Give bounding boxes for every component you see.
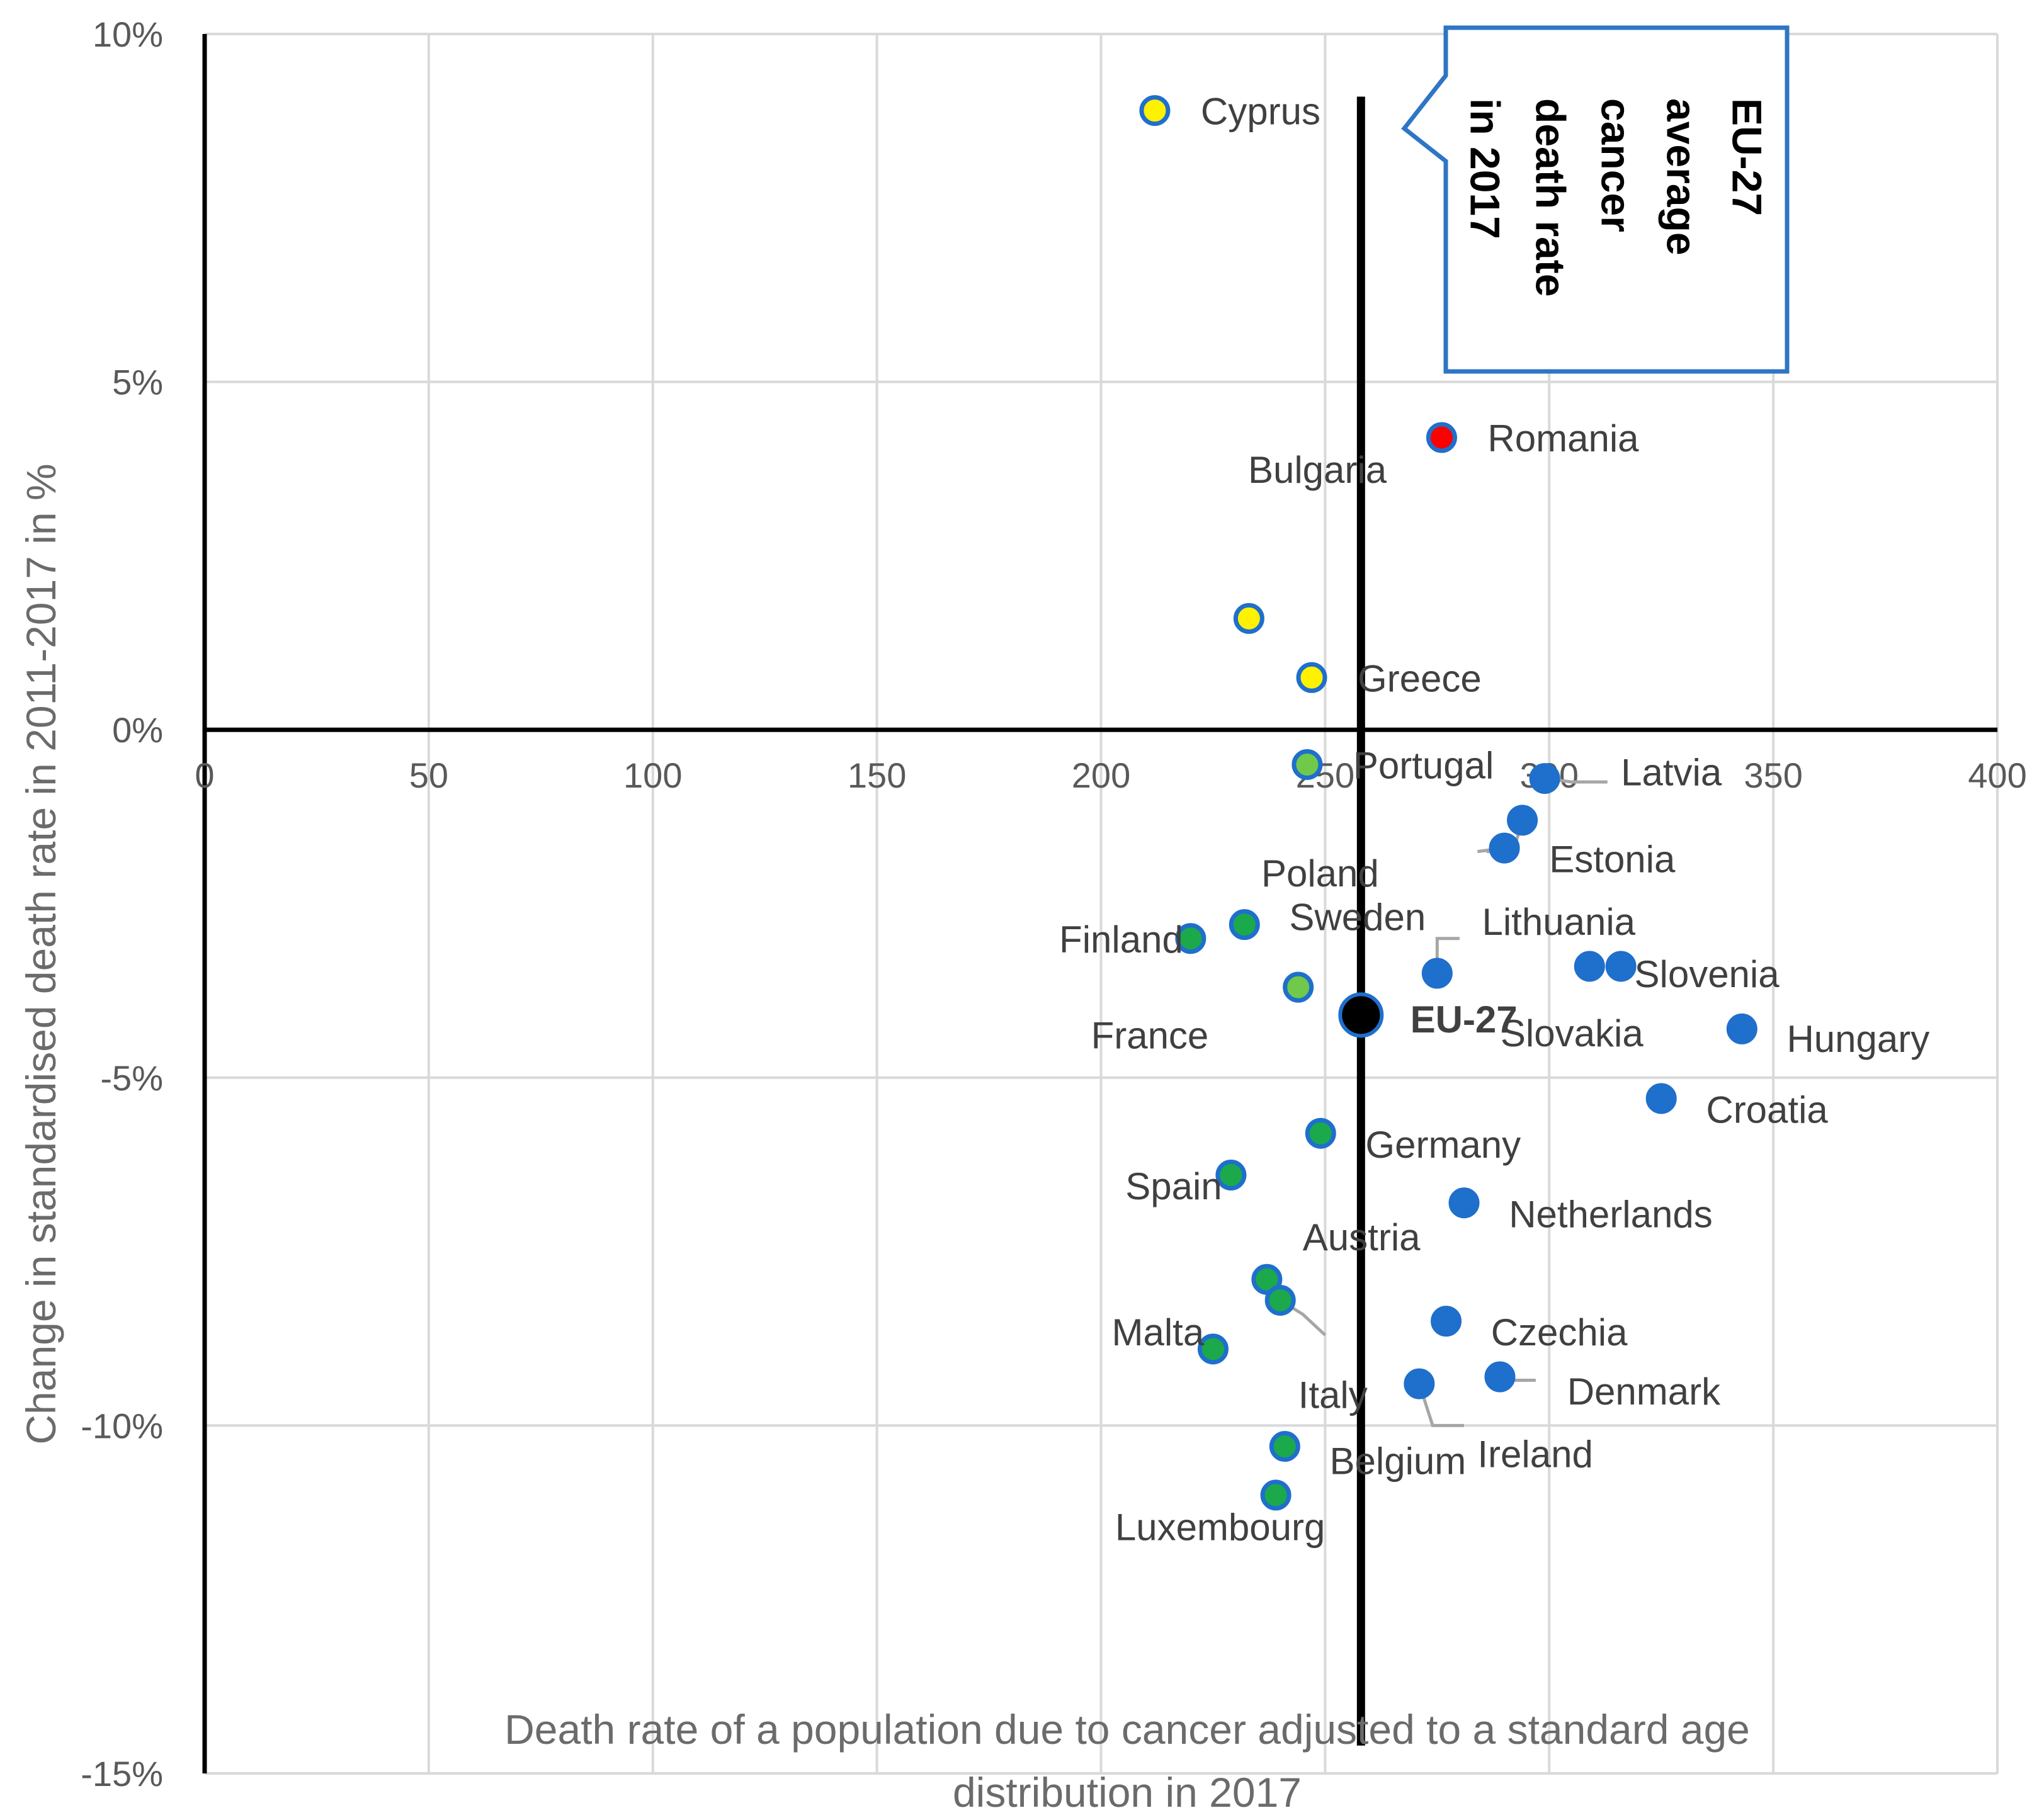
point-label: Denmark: [1567, 1371, 1721, 1413]
data-point-croatia: [1645, 1083, 1677, 1114]
point-label: Croatia: [1706, 1089, 1828, 1131]
data-point-luxembourg: [1260, 1479, 1292, 1511]
x-tick-label: 350: [1744, 755, 1802, 795]
point-label: Latvia: [1621, 752, 1722, 794]
data-point-slovakia: [1574, 951, 1605, 982]
y-axis-title: Change in standardised death rate in 201…: [18, 463, 64, 1444]
point-label: Bulgaria: [1248, 449, 1387, 491]
data-point-sweden: [1229, 909, 1260, 941]
callout-box: [1401, 25, 1790, 374]
point-label: Portugal: [1353, 744, 1494, 786]
x-tick-label: 100: [623, 755, 682, 795]
data-point-czechia: [1431, 1306, 1462, 1337]
x-axis-title-line-2: distribution in 2017: [953, 1769, 1302, 1816]
x-tick-label: 150: [848, 755, 906, 795]
y-tick-label: -15%: [81, 1754, 163, 1794]
x-axis-title-line-1: Death rate of a population due to cancer…: [504, 1706, 1750, 1753]
point-label: Slovenia: [1634, 953, 1780, 995]
y-tick-label: 5%: [112, 363, 163, 402]
point-label: Cyprus: [1201, 91, 1320, 133]
y-tick-label: 0%: [112, 710, 163, 750]
data-point-latvia: [1529, 763, 1560, 794]
point-label: Romania: [1487, 417, 1639, 460]
point-labels: Cyprus Romania Bulgaria Greece Portugal Latvi…: [1059, 91, 1929, 1549]
data-point-france: [1283, 971, 1314, 1003]
data-point-bulgaria: [1233, 602, 1264, 634]
point-label: France: [1091, 1014, 1209, 1056]
point-label: Netherlands: [1509, 1193, 1713, 1235]
data-point-ireland: [1404, 1368, 1435, 1399]
data-point-netherlands: [1448, 1187, 1480, 1219]
callout-text-line: cancer: [1593, 98, 1640, 232]
data-point-hungary: [1726, 1013, 1757, 1044]
point-label: Italy: [1298, 1374, 1368, 1416]
point-label: Malta: [1111, 1311, 1204, 1354]
y-tick-label: 10%: [93, 14, 163, 54]
data-point-slovenia: [1605, 951, 1637, 982]
point-label: Czechia: [1491, 1311, 1628, 1354]
axes: [202, 34, 1997, 1773]
y-tick-label: -5%: [100, 1058, 163, 1098]
point-label: Hungary: [1786, 1018, 1929, 1060]
data-point-italy: [1264, 1284, 1296, 1316]
callout-label: EU-27 average cancer death rate in 2017: [1462, 98, 1771, 297]
point-label: Luxembourg: [1115, 1506, 1326, 1549]
eu-average-callout: EU-27 average cancer death rate in 2017EU-27…: [1401, 25, 1790, 374]
point-label: Germany: [1365, 1124, 1521, 1166]
data-point-germany: [1305, 1117, 1336, 1149]
data-point-portugal: [1292, 749, 1323, 780]
callout-text-line: EU-27: [1724, 98, 1771, 216]
point-label: Poland: [1261, 852, 1379, 895]
data-point-spain: [1215, 1160, 1247, 1191]
callout-text-line: average: [1659, 98, 1705, 256]
data-point-malta: [1197, 1333, 1229, 1365]
point-label: EU-27: [1411, 998, 1518, 1041]
point-label: Slovakia: [1501, 1012, 1644, 1054]
data-point-austria: [1251, 1263, 1283, 1295]
x-axis-title: Death rate of a population due to cancer…: [504, 1706, 1750, 1816]
point-label: Greece: [1358, 657, 1482, 699]
y-tick-label: -10%: [81, 1406, 163, 1445]
data-point-estonia: [1507, 805, 1538, 836]
point-label: Austria: [1303, 1216, 1421, 1258]
data-point-cyprus: [1139, 95, 1171, 127]
data-point-romania: [1426, 422, 1457, 453]
point-label: Lithuania: [1482, 901, 1635, 943]
data-point-eu-27: [1338, 992, 1384, 1038]
x-tick-label: 200: [1072, 755, 1130, 795]
point-label: Estonia: [1549, 839, 1676, 881]
data-point-greece: [1296, 662, 1327, 693]
data-point-denmark: [1484, 1361, 1516, 1393]
x-tick-label: 50: [409, 755, 448, 795]
point-label: Spain: [1125, 1165, 1222, 1207]
axis-titles: Death rate of a population due to cancer…: [18, 463, 1750, 1816]
data-point-poland: [1489, 832, 1520, 864]
x-tick-label: 400: [1968, 755, 2026, 795]
callout-text-line: in 2017: [1462, 98, 1509, 239]
point-label: Finland: [1059, 918, 1183, 961]
data-point-lithuania: [1421, 958, 1453, 989]
point-label: Belgium: [1329, 1440, 1466, 1483]
x-tick-label: 0: [195, 755, 214, 795]
data-point-belgium: [1269, 1431, 1300, 1462]
data-point-finland: [1175, 923, 1207, 954]
data-points: [1139, 95, 1757, 1511]
point-label: Ireland: [1477, 1433, 1593, 1476]
callout-text-line: death rate: [1528, 98, 1574, 297]
point-label: Sweden: [1289, 896, 1426, 938]
